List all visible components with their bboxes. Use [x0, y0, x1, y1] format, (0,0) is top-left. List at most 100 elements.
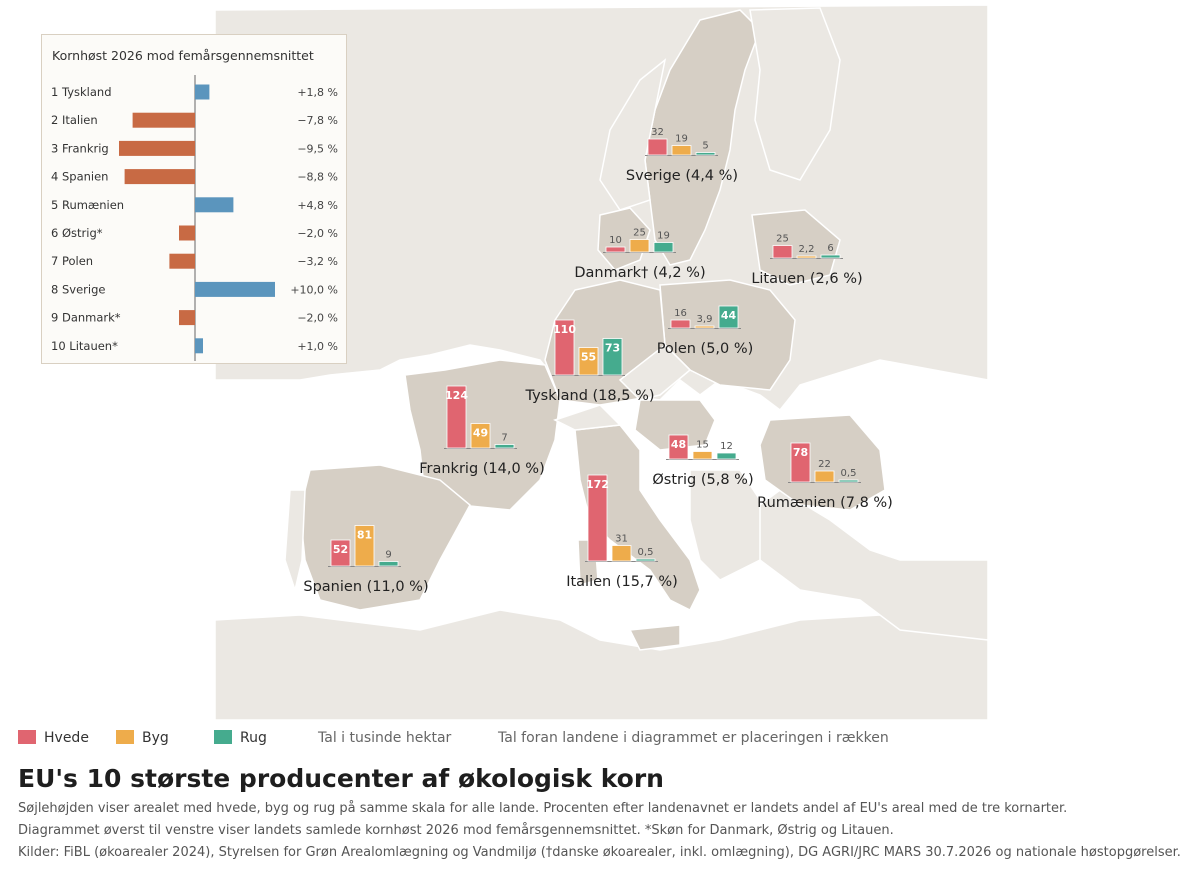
- bar-hvede: [790, 442, 811, 483]
- country-bar-group: 124 49 7 Frankrig (14,0 %): [419, 385, 545, 477]
- bar-value-byg: 2,2: [799, 244, 815, 255]
- country-label: Litauen (2,6 %): [751, 271, 862, 287]
- bar-value-rug: 5: [702, 141, 708, 152]
- inset-bar: [124, 169, 195, 185]
- country-label: Polen (5,0 %): [657, 341, 754, 357]
- inset-bar-chart: 1 Tyskland +1,8 % 2 Italien −7,8 % 3 Frankri…: [51, 75, 338, 361]
- bar-rug: [838, 479, 859, 483]
- bar-byg: [814, 470, 835, 483]
- country-label: Østrig (5,8 %): [652, 472, 753, 488]
- harvest-inset-panel: Kornhøst 2026 mod femårsgennemsnittet 1 …: [41, 34, 347, 364]
- inset-bar: [195, 338, 203, 354]
- bar-rug: [494, 444, 515, 449]
- bar-value-rug: 19: [657, 231, 670, 242]
- bar-value-byg: 81: [357, 529, 372, 542]
- inset-value-label: +1,8 %: [297, 86, 338, 99]
- sicily-shape: [628, 624, 681, 651]
- inset-row-label: 7 Polen: [51, 254, 93, 268]
- bar-value-hvede: 172: [586, 478, 609, 491]
- bar-value-rug: 0,5: [841, 468, 857, 479]
- country-label: Italien (15,7 %): [566, 574, 678, 590]
- europe-map: 32 19 5 Sverige (4,4 %) 10 25 19 Danmark† (4,2 …: [214, 4, 989, 721]
- bar-value-byg: 15: [696, 440, 709, 451]
- bar-hvede: [670, 319, 691, 329]
- country-label: Sverige (4,4 %): [626, 168, 738, 184]
- bar-rug: [716, 452, 737, 460]
- inset-bar: [179, 225, 195, 241]
- bar-value-rug: 44: [721, 309, 737, 322]
- inset-row-label: 3 Frankrig: [51, 141, 109, 155]
- inset-row-label: 9 Danmark*: [51, 311, 121, 325]
- bar-byg: [796, 255, 817, 259]
- bar-value-rug: 0,5: [638, 547, 654, 558]
- country-bar-group: 52 81 9 Spanien (11,0 %): [303, 525, 429, 595]
- denmark-shape: [597, 207, 651, 271]
- inset-value-label: −9,5 %: [297, 142, 338, 155]
- bar-value-hvede: 48: [671, 438, 686, 451]
- headline: EU's 10 største producenter af økologisk…: [18, 764, 664, 793]
- inset-value-label: +10,0 %: [290, 283, 338, 296]
- legend-item-rug: Rug: [214, 730, 267, 746]
- bar-hvede: [330, 539, 351, 567]
- bar-rug: [820, 254, 841, 259]
- bar-rug: [602, 338, 623, 376]
- country-label: Tyskland (18,5 %): [524, 388, 654, 404]
- legend-rank-note: Tal foran landene i diagrammet er placer…: [498, 730, 889, 746]
- inset-bar: [195, 281, 275, 297]
- bar-value-hvede: 25: [776, 234, 789, 245]
- bar-value-hvede: 124: [445, 389, 468, 402]
- bar-byg: [611, 545, 632, 562]
- bar-value-byg: 25: [633, 228, 646, 239]
- bar-value-byg: 31: [615, 534, 628, 545]
- bar-byg: [694, 325, 715, 329]
- country-bar-group: 48 15 12 Østrig (5,8 %): [652, 434, 754, 488]
- bar-hvede: [605, 246, 626, 253]
- inset-bar: [179, 310, 195, 326]
- bar-rug: [653, 242, 674, 253]
- country-label: Spanien (11,0 %): [303, 579, 428, 595]
- lithuania-shape: [751, 209, 841, 286]
- bar-value-rug: 9: [385, 550, 391, 561]
- bar-value-hvede: 32: [651, 127, 664, 138]
- inset-value-label: −8,8 %: [297, 171, 338, 184]
- bar-byg: [671, 145, 692, 156]
- bar-hvede: [554, 319, 575, 376]
- bar-rug: [378, 561, 399, 567]
- bar-byg: [470, 423, 491, 449]
- austria-shape: [634, 399, 716, 451]
- country-label: Danmark† (4,2 %): [574, 265, 705, 281]
- inset-row-label: 2 Italien: [51, 113, 98, 127]
- bar-value-rug: 12: [720, 441, 733, 452]
- inset-row-label: 10 Litauen*: [51, 339, 118, 353]
- bar-value-hvede: 10: [609, 235, 622, 246]
- legend-swatch-hvede: [18, 730, 36, 744]
- bar-value-rug: 73: [605, 342, 620, 355]
- bar-value-hvede: 16: [674, 308, 687, 319]
- legend-swatch-byg: [116, 730, 134, 744]
- inset-bar: [119, 140, 195, 156]
- country-bar-group: 110 55 73 Tyskland (18,5 %): [524, 319, 655, 404]
- legend-item-hvede: Hvede: [18, 730, 89, 746]
- bar-byg: [578, 347, 599, 376]
- legend-unit-note: Tal i tusinde hektar: [318, 730, 452, 746]
- bar-value-rug: 6: [827, 243, 833, 254]
- bar-rug: [718, 305, 739, 329]
- inset-row-label: 8 Sverige: [51, 282, 105, 296]
- inset-row-label: 6 Østrig*: [51, 226, 103, 240]
- romania-shape: [759, 414, 886, 511]
- inset-row-label: 1 Tyskland: [51, 85, 112, 99]
- bar-value-hvede: 110: [553, 323, 576, 336]
- bar-hvede: [772, 245, 793, 259]
- bar-value-rug: 7: [501, 433, 507, 444]
- description-line-2: Diagrammet øverst til venstre viser land…: [18, 823, 894, 838]
- inset-bar: [169, 253, 195, 269]
- inset-row-label: 4 Spanien: [51, 170, 108, 184]
- inset-value-label: −7,8 %: [297, 114, 338, 127]
- inset-bar: [132, 112, 195, 128]
- bar-byg: [629, 239, 650, 253]
- country-label: Frankrig (14,0 %): [419, 461, 545, 477]
- description-line-1: Søjlehøjden viser arealet med hvede, byg…: [18, 801, 1068, 816]
- bar-rug: [635, 558, 656, 562]
- legend-item-byg: Byg: [116, 730, 169, 746]
- bar-value-byg: 19: [675, 134, 688, 145]
